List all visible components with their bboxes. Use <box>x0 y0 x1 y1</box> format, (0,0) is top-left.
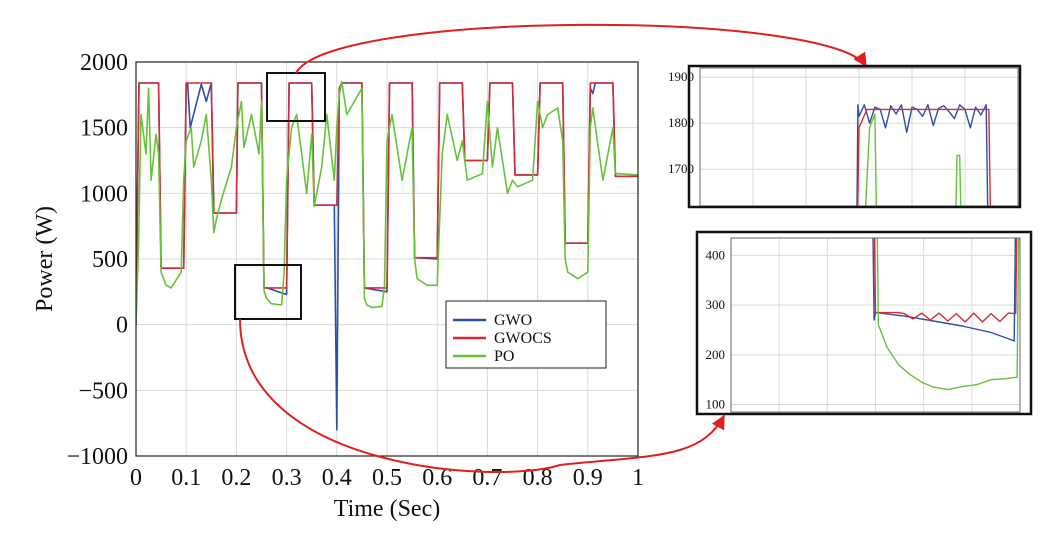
zoom-top-frame <box>687 64 1022 209</box>
y-tick-label: 1900 <box>668 69 694 84</box>
series-line-gwo <box>872 238 1017 342</box>
y-tick-label: 0 <box>116 313 128 339</box>
x-tick-label: 0 <box>130 465 142 491</box>
x-tick-label: 0.4 <box>322 465 352 491</box>
y-tick-label: 1800 <box>668 115 694 130</box>
x-tick-label: 0.5 <box>372 465 402 491</box>
arrow-to-bottom-inset <box>239 318 725 474</box>
y-axis-label: Power (W) <box>32 206 58 312</box>
x-axis-label: Time (Sec) <box>334 496 440 522</box>
zoom-bottom-frame <box>695 230 1033 416</box>
y-tick-label: −1000 <box>66 444 128 470</box>
x-tick-label: 0.1 <box>171 465 201 491</box>
y-tick-label: 400 <box>706 247 726 262</box>
y-tick-label: 1700 <box>668 161 694 176</box>
series-line-po <box>876 238 1020 391</box>
legend-label-po: PO <box>494 348 514 365</box>
main-plot-border <box>135 61 639 457</box>
series-line-gwocs <box>873 238 1018 323</box>
arrow-to-top-inset <box>295 23 867 74</box>
y-tick-label: −500 <box>78 378 128 404</box>
legend-label-gwo: GWO <box>494 312 532 329</box>
y-tick-label: 200 <box>706 347 726 362</box>
zoom-inset-top: 1700 1800 1900 <box>668 64 1022 209</box>
x-tick-label: 0.3 <box>272 465 302 491</box>
y-tick-label: 500 <box>92 247 128 273</box>
y-tick-label: 2000 <box>80 50 128 76</box>
zoom-top-grid <box>700 68 1018 206</box>
zoom-bottom-axes-border <box>730 237 1021 413</box>
zoom-top-series-group <box>856 104 991 206</box>
zoom-region-box-bottom <box>234 264 302 320</box>
x-tick-label: 0.7 <box>472 465 502 491</box>
series-line-gwocs <box>856 108 991 206</box>
series-line-po <box>136 80 638 325</box>
main-plot: 0 0.1 0.2 0.3 0.4 0.5 0.6 0.7 0.8 0.9 1−1000−50005… <box>32 50 644 522</box>
legend: GWO GWOCS PO <box>445 300 607 369</box>
zoom-inset-bottom: 100 200 300 400 <box>695 230 1033 416</box>
main-tick-labels: 0 0.1 0.2 0.3 0.4 0.5 0.6 0.7 0.8 0.9 1−1000−50005… <box>66 50 644 491</box>
x-tick-label: 0.9 <box>573 465 603 491</box>
y-tick-label: 100 <box>706 397 726 412</box>
zoom-top-tick-labels: 1700 1800 1900 <box>668 69 694 176</box>
zoom-bottom-series-group <box>872 238 1020 391</box>
series-line-gwo <box>856 104 989 206</box>
x-tick-label: 1 <box>632 465 644 491</box>
legend-label-gwocs: GWOCS <box>494 330 552 347</box>
zoom-bottom-tick-labels: 100 200 300 400 <box>706 247 726 411</box>
main-series-group <box>136 80 638 431</box>
y-tick-label: 300 <box>706 297 726 312</box>
x-tick-label: 0.2 <box>221 465 251 491</box>
y-tick-label: 1000 <box>80 181 128 207</box>
series-line-po <box>864 113 962 206</box>
y-tick-label: 1500 <box>80 116 128 142</box>
